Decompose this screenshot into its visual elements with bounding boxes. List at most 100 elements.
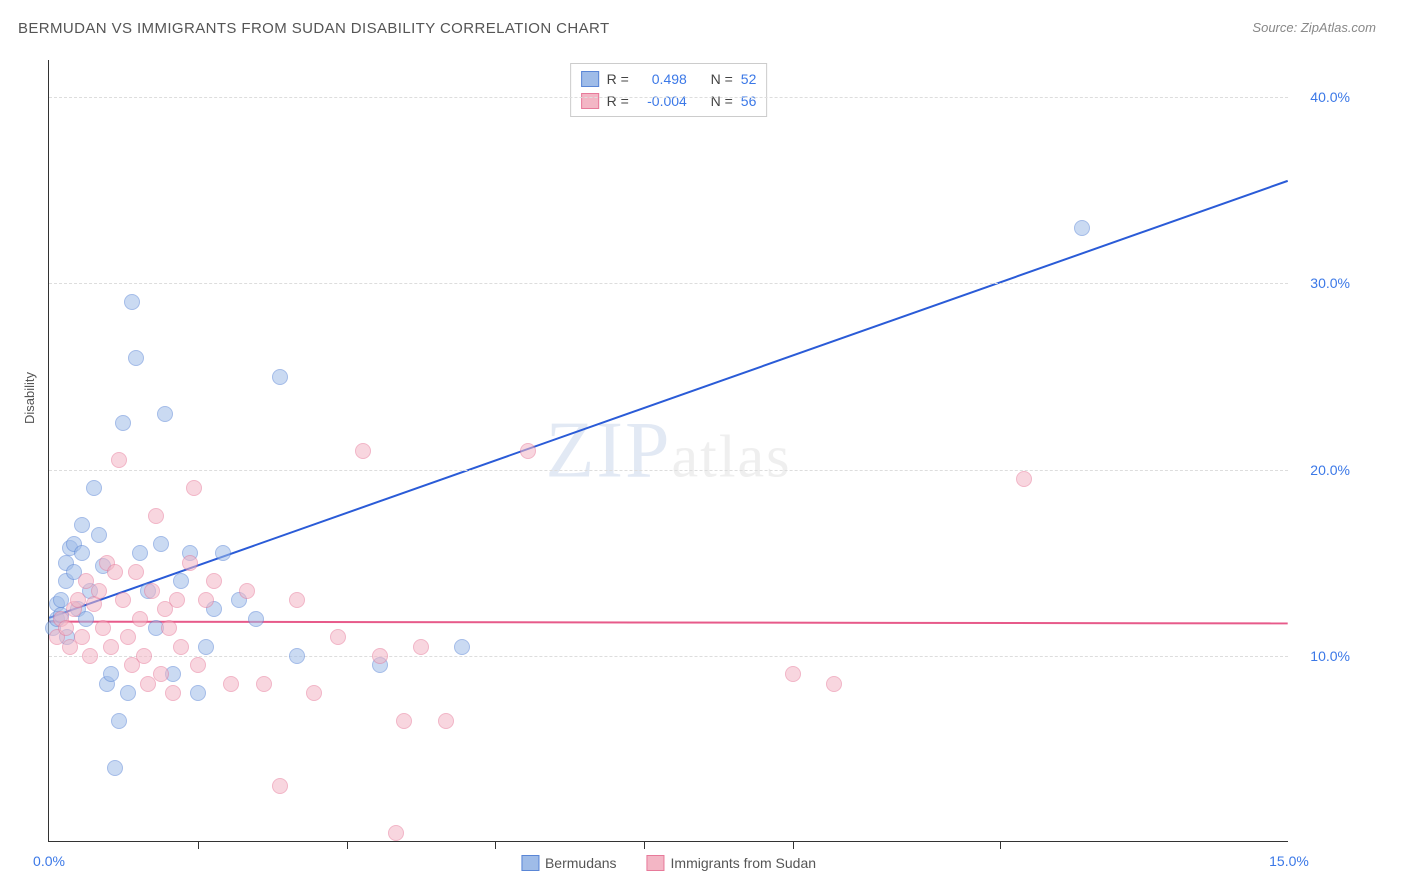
- scatter-point: [91, 527, 107, 543]
- scatter-point: [330, 629, 346, 645]
- source-value: ZipAtlas.com: [1301, 20, 1376, 35]
- plot-area: ZIPatlas R =0.498 N = 52R =-0.004 N = 56…: [48, 60, 1288, 842]
- scatter-point: [107, 760, 123, 776]
- scatter-point: [198, 592, 214, 608]
- watermark-atlas: atlas: [672, 423, 792, 489]
- scatter-point: [438, 713, 454, 729]
- scatter-point: [355, 443, 371, 459]
- y-tick-label: 30.0%: [1310, 275, 1350, 291]
- scatter-point: [111, 713, 127, 729]
- legend-label: Immigrants from Sudan: [671, 855, 817, 871]
- scatter-point: [206, 573, 222, 589]
- r-label: R =: [607, 68, 629, 90]
- n-label: N =: [711, 90, 733, 112]
- scatter-point: [103, 639, 119, 655]
- y-tick-label: 10.0%: [1310, 648, 1350, 664]
- scatter-point: [173, 639, 189, 655]
- scatter-point: [454, 639, 470, 655]
- scatter-point: [239, 583, 255, 599]
- x-tick-label: 0.0%: [33, 853, 65, 869]
- scatter-point: [132, 611, 148, 627]
- scatter-point: [132, 545, 148, 561]
- scatter-point: [74, 629, 90, 645]
- scatter-point: [86, 480, 102, 496]
- scatter-point: [182, 555, 198, 571]
- scatter-point: [70, 592, 86, 608]
- scatter-point: [120, 629, 136, 645]
- chart-container: BERMUDAN VS IMMIGRANTS FROM SUDAN DISABI…: [0, 0, 1406, 892]
- scatter-point: [74, 545, 90, 561]
- y-axis-title: Disability: [22, 372, 37, 424]
- legend-swatch: [647, 855, 665, 871]
- scatter-point: [144, 583, 160, 599]
- r-value: -0.004: [637, 90, 687, 112]
- scatter-point: [190, 685, 206, 701]
- x-tick-mark: [495, 841, 496, 849]
- scatter-point: [289, 648, 305, 664]
- n-value: 52: [741, 68, 757, 90]
- scatter-point: [153, 536, 169, 552]
- scatter-point: [1074, 220, 1090, 236]
- scatter-point: [198, 639, 214, 655]
- scatter-point: [115, 592, 131, 608]
- scatter-point: [826, 676, 842, 692]
- scatter-point: [190, 657, 206, 673]
- x-tick-mark: [347, 841, 348, 849]
- scatter-point: [128, 564, 144, 580]
- scatter-point: [95, 620, 111, 636]
- scatter-point: [169, 592, 185, 608]
- scatter-point: [388, 825, 404, 841]
- scatter-point: [413, 639, 429, 655]
- scatter-point: [372, 648, 388, 664]
- x-tick-mark: [1000, 841, 1001, 849]
- scatter-point: [74, 517, 90, 533]
- bottom-legend: Bermudans Immigrants from Sudan: [521, 855, 816, 871]
- scatter-point: [1016, 471, 1032, 487]
- gridline-horizontal: [49, 470, 1288, 471]
- scatter-point: [520, 443, 536, 459]
- x-tick-label: 15.0%: [1269, 853, 1309, 869]
- trend-line: [49, 181, 1287, 618]
- scatter-point: [186, 480, 202, 496]
- chart-title: BERMUDAN VS IMMIGRANTS FROM SUDAN DISABI…: [18, 20, 610, 37]
- legend-swatch: [581, 93, 599, 109]
- watermark-ip: IP: [596, 406, 671, 494]
- x-tick-mark: [793, 841, 794, 849]
- scatter-point: [306, 685, 322, 701]
- trend-lines-svg: [49, 60, 1288, 841]
- scatter-point: [396, 713, 412, 729]
- scatter-point: [223, 676, 239, 692]
- y-tick-label: 40.0%: [1310, 89, 1350, 105]
- scatter-point: [91, 583, 107, 599]
- scatter-point: [272, 369, 288, 385]
- stats-row: R =-0.004 N = 56: [581, 90, 757, 112]
- legend-swatch: [581, 71, 599, 87]
- x-tick-mark: [198, 841, 199, 849]
- x-tick-mark: [644, 841, 645, 849]
- scatter-point: [120, 685, 136, 701]
- scatter-point: [165, 685, 181, 701]
- scatter-point: [248, 611, 264, 627]
- scatter-point: [111, 452, 127, 468]
- stats-row: R =0.498 N = 52: [581, 68, 757, 90]
- scatter-point: [107, 564, 123, 580]
- legend-item: Bermudans: [521, 855, 617, 871]
- legend-swatch: [521, 855, 539, 871]
- watermark-z: Z: [546, 406, 597, 494]
- source-label: Source:: [1252, 20, 1297, 35]
- scatter-point: [157, 406, 173, 422]
- n-label: N =: [711, 68, 733, 90]
- r-label: R =: [607, 90, 629, 112]
- scatter-point: [136, 648, 152, 664]
- scatter-point: [103, 666, 119, 682]
- gridline-horizontal: [49, 283, 1288, 284]
- scatter-point: [289, 592, 305, 608]
- legend-label: Bermudans: [545, 855, 617, 871]
- gridline-horizontal: [49, 97, 1288, 98]
- scatter-point: [124, 294, 140, 310]
- scatter-point: [173, 573, 189, 589]
- scatter-point: [785, 666, 801, 682]
- scatter-point: [161, 620, 177, 636]
- stats-legend-box: R =0.498 N = 52R =-0.004 N = 56: [570, 63, 768, 117]
- scatter-point: [128, 350, 144, 366]
